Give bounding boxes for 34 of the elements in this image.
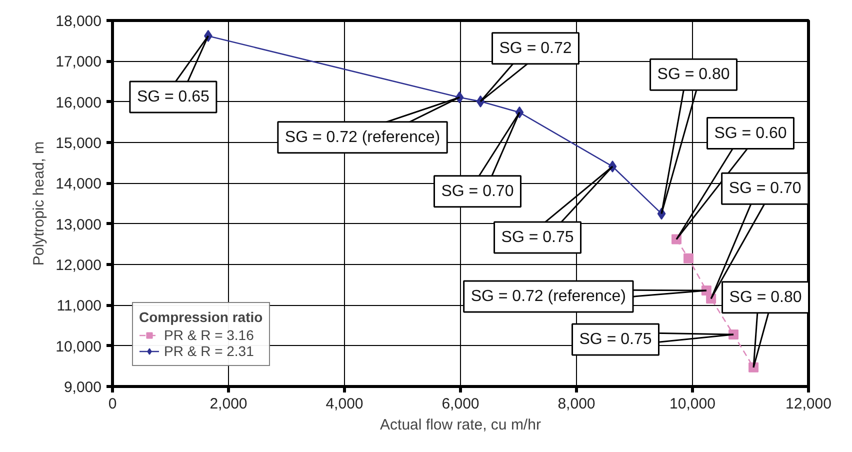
- annotation: SG = 0.72: [499, 40, 572, 57]
- y-tick-label: 17,000: [56, 54, 102, 71]
- x-tick-label: 0: [108, 396, 117, 412]
- legend-title: Compression ratio: [139, 309, 263, 325]
- x-tick-label: 8,000: [558, 396, 596, 412]
- x-tick-label: 4,000: [326, 396, 364, 412]
- x-tick-label: 10,000: [670, 396, 716, 412]
- y-tick-label: 10,000: [56, 338, 102, 356]
- legend-label: PR & R = 3.16: [164, 327, 254, 343]
- y-tick-label: 9,000: [64, 379, 102, 396]
- annotation: SG = 0.70: [441, 182, 514, 200]
- annotation: SG = 0.65: [136, 88, 210, 106]
- legend-label: PR & R = 2.31: [164, 343, 254, 359]
- x-tick-label: 6,000: [442, 396, 480, 412]
- annotation: SG = 0.72 (reference): [470, 288, 626, 306]
- y-tick-label: 14,000: [56, 176, 102, 193]
- y-tick-label: 12,000: [56, 257, 102, 274]
- x-tick-label: 12,000: [786, 396, 832, 412]
- annotation: SG = 0.70: [728, 180, 802, 198]
- x-axis-title: Actual flow rate, cu m/hr: [380, 416, 541, 434]
- y-tick-label: 16,000: [56, 94, 102, 112]
- y-tick-label: 11,000: [56, 298, 102, 315]
- annotation: SG = 0.80: [729, 288, 802, 306]
- annotation: SG = 0.75: [501, 228, 574, 246]
- annotation: SG = 0.75: [579, 330, 652, 348]
- annotation: SG = 0.80: [657, 66, 730, 84]
- y-tick-label: 13,000: [56, 216, 102, 234]
- y-axis-title: Polytropic head, m: [30, 141, 48, 266]
- y-tick-label: 18,000: [56, 13, 102, 30]
- annotation: SG = 0.60: [714, 124, 787, 142]
- y-tick-label: 15,000: [56, 135, 102, 152]
- point: [684, 253, 694, 264]
- x-tick-label: 2,000: [210, 396, 248, 412]
- annotation: SG = 0.72 (reference): [284, 128, 440, 146]
